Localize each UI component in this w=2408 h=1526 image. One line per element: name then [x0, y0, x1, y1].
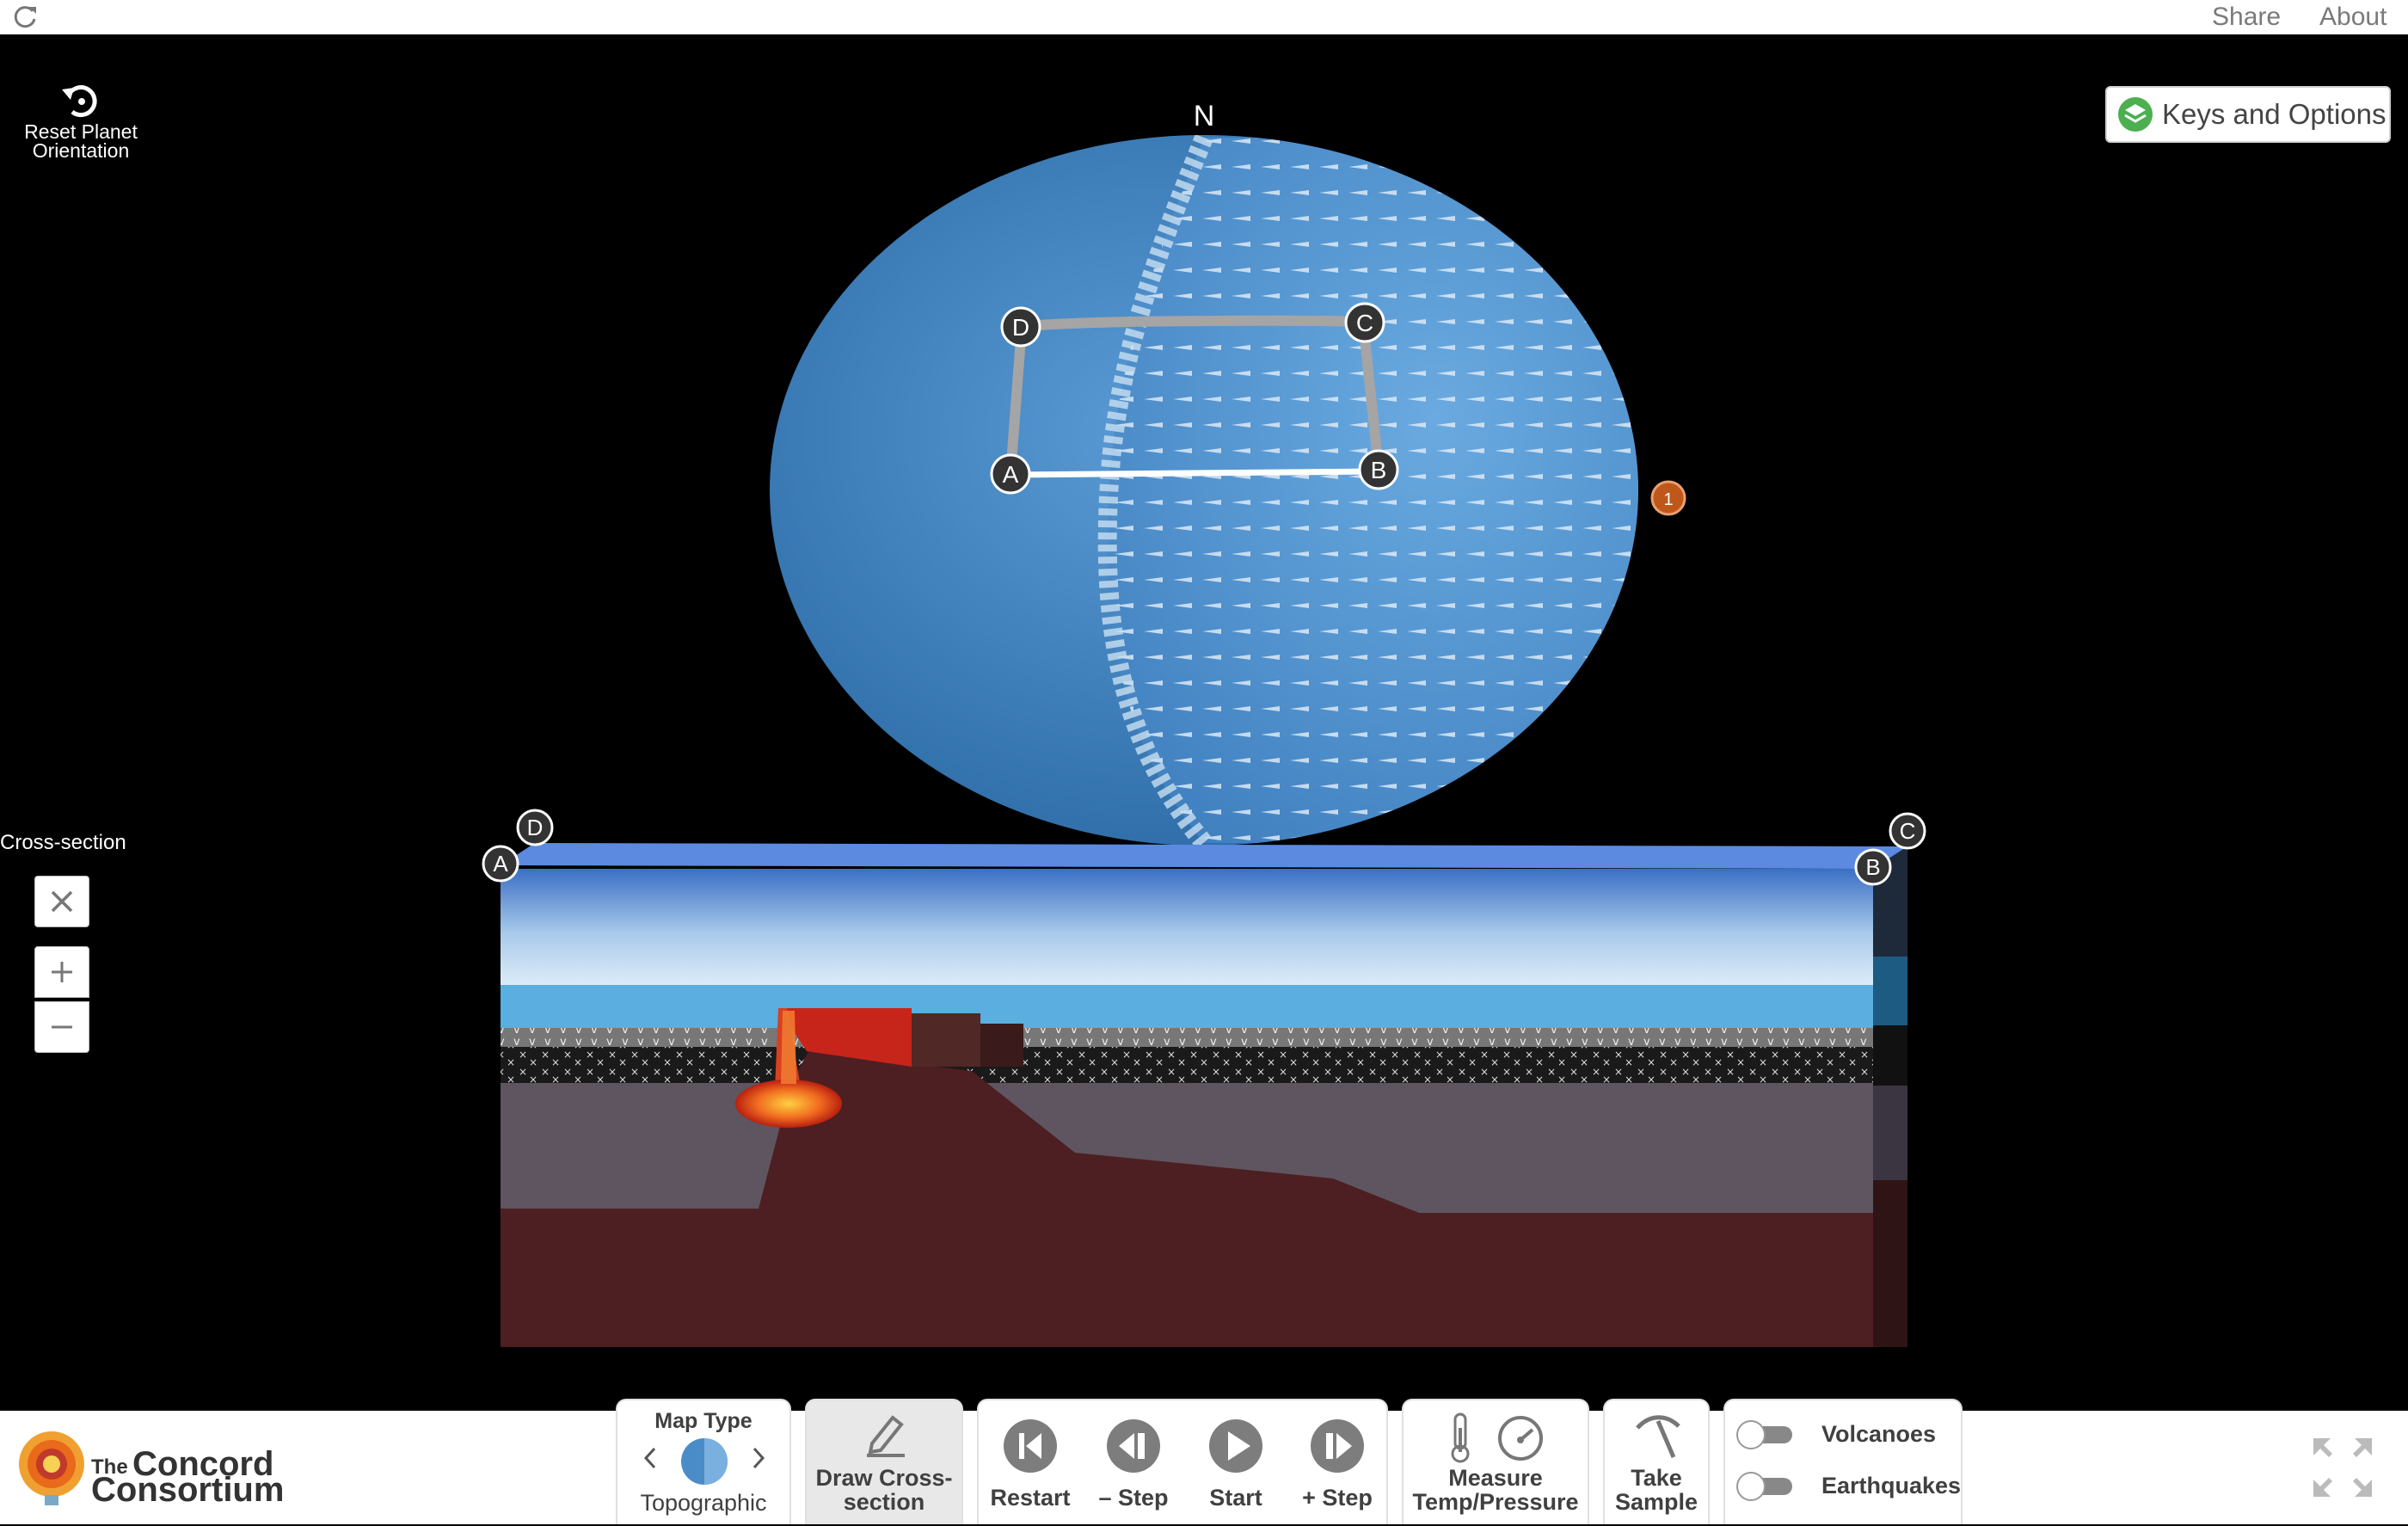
keys-and-options-label: Keys and Options	[2162, 98, 2386, 130]
topographic-globe-icon	[681, 1438, 728, 1485]
corner-marker-d[interactable]: D	[516, 809, 554, 846]
take-sample-button[interactable]: Take Sample	[1603, 1399, 1710, 1524]
volcanoes-switch[interactable]	[1735, 1419, 1796, 1450]
corner-marker-a[interactable]: A	[482, 845, 519, 883]
cross-section-view[interactable]	[501, 843, 1907, 1347]
marker-b[interactable]: B	[1358, 449, 1399, 490]
map-type-label: Map Type	[654, 1409, 752, 1433]
planet-canvas[interactable]: × × v	[0, 34, 2408, 1411]
cross-section-top-face	[501, 843, 1907, 869]
reset-orientation-label: Reset Planet Orientation	[24, 120, 138, 162]
north-label: N	[1194, 100, 1215, 132]
planet-globe[interactable]	[770, 129, 1729, 852]
earthquakes-toggle[interactable]: Earthquakes	[1734, 1468, 1962, 1505]
svg-text:C: C	[1900, 818, 1916, 844]
corner-marker-b[interactable]: B	[1854, 848, 1892, 886]
svg-text:B: B	[1865, 854, 1880, 880]
marker-a[interactable]: A	[990, 453, 1031, 495]
magma-chamber	[735, 1080, 842, 1128]
plate-motion-arrows	[1107, 138, 1638, 843]
volcanoes-toggle[interactable]: Volcanoes	[1734, 1416, 1959, 1454]
marker-c[interactable]: C	[1344, 302, 1385, 343]
svg-text:A: A	[493, 851, 508, 877]
earthquakes-switch[interactable]	[1735, 1471, 1796, 1502]
svg-text:A: A	[1003, 461, 1019, 488]
start-label: Start	[1209, 1485, 1262, 1511]
volcanic-arc	[778, 1008, 912, 1067]
water-column	[501, 869, 1873, 985]
pencil-icon	[867, 1415, 905, 1457]
about-link[interactable]: About	[2319, 3, 2387, 31]
sediment-layer	[501, 1028, 1873, 1047]
reload-icon[interactable]	[10, 3, 41, 31]
cross-section-outline	[1005, 315, 1384, 476]
close-icon	[51, 890, 73, 913]
brand-the: The	[91, 1455, 128, 1479]
svg-text:D: D	[527, 815, 544, 840]
map-type-value: Topographic	[640, 1490, 767, 1516]
fullscreen-icon[interactable]	[2310, 1435, 2375, 1500]
brand-concord: Concord	[132, 1445, 274, 1483]
step-back-icon	[1107, 1419, 1160, 1473]
corner-marker-c[interactable]: C	[1889, 812, 1926, 850]
take-sample-label: Take Sample	[1614, 1465, 1698, 1515]
toggles-panel: Volcanoes Earthquakes	[1723, 1399, 1963, 1524]
zoom-in-button[interactable]	[34, 946, 89, 998]
measure-temp-pressure-button[interactable]: Measure Temp/Pressure	[1402, 1399, 1589, 1524]
restart-icon	[1004, 1419, 1057, 1473]
top-bar: Share About	[0, 0, 2408, 34]
continental-crust	[912, 1013, 980, 1067]
play-icon	[1209, 1419, 1262, 1473]
volcanoes-label: Volcanoes	[1821, 1421, 1937, 1447]
planet-view[interactable]: × × v	[0, 34, 2408, 1411]
pickaxe-icon	[1636, 1415, 1680, 1458]
draw-cross-section-label: Draw Cross-section	[815, 1465, 953, 1515]
step-back-button[interactable]: – Step	[1082, 1400, 1185, 1526]
cross-section-line	[1010, 468, 1379, 478]
measure-temp-pressure-label: Measure Temp/Pressure	[1412, 1465, 1579, 1515]
svg-text:C: C	[1356, 310, 1373, 336]
svg-text:B: B	[1371, 457, 1387, 483]
map-type-panel: Map Type Topographic	[616, 1399, 791, 1524]
svg-text:D: D	[1012, 314, 1029, 341]
cross-section-title: Cross-section	[0, 831, 126, 854]
marker-d[interactable]: D	[1000, 306, 1041, 348]
asthenosphere	[501, 1051, 1873, 1347]
step-forward-label: + Step	[1302, 1485, 1373, 1511]
restart-button[interactable]: Restart	[979, 1400, 1082, 1526]
ocean-layer	[501, 985, 1873, 1028]
plate-boundary	[1097, 135, 1213, 846]
rotate-icon	[62, 85, 97, 118]
brand-consortium: Consortium	[91, 1471, 285, 1509]
plate-badge[interactable]: 1	[1650, 480, 1686, 516]
step-forward-button[interactable]: + Step	[1287, 1400, 1388, 1526]
svg-text:1: 1	[1663, 490, 1673, 509]
minus-icon	[52, 1025, 72, 1029]
concord-consortium-logo: The Concord Consortium	[15, 1428, 291, 1514]
plus-icon	[52, 962, 72, 982]
chevron-right-icon[interactable]	[750, 1445, 767, 1471]
layers-icon	[2118, 97, 2153, 132]
draw-cross-section-button[interactable]: Draw Cross-section	[805, 1399, 963, 1524]
close-cross-section-button[interactable]	[34, 876, 89, 927]
share-link[interactable]: Share	[2212, 3, 2282, 31]
chevron-left-icon[interactable]	[642, 1445, 659, 1471]
lightbulb-logo-icon	[19, 1431, 84, 1505]
keys-and-options-button[interactable]: Keys and Options	[2105, 86, 2391, 143]
step-forward-icon	[1311, 1419, 1364, 1473]
playback-panel: Restart – Step Start + Step	[977, 1399, 1388, 1524]
start-button[interactable]: Start	[1185, 1400, 1287, 1526]
oceanic-crust	[501, 1047, 1873, 1083]
earthquakes-label: Earthquakes	[1821, 1473, 1962, 1498]
zoom-out-button[interactable]	[34, 1001, 89, 1053]
thermometer-icon	[1451, 1412, 1470, 1463]
pressure-gauge-icon	[1498, 1416, 1543, 1461]
restart-label: Restart	[990, 1485, 1071, 1511]
reset-orientation-button[interactable]: Reset Planet Orientation	[12, 77, 150, 172]
step-back-label: – Step	[1098, 1485, 1169, 1511]
